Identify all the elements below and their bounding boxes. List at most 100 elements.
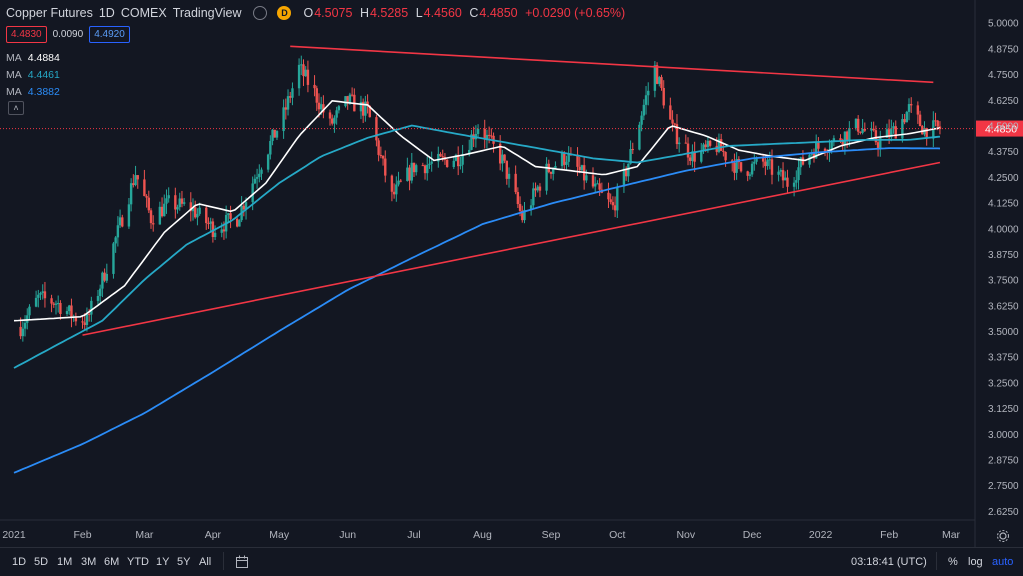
- candle: [885, 123, 889, 138]
- auto-scale-toggle[interactable]: auto: [992, 556, 1014, 568]
- candle: [611, 196, 615, 210]
- candle: [191, 198, 195, 221]
- candle: [662, 80, 665, 109]
- candle: [768, 151, 771, 170]
- last-price-indicator: 4.4850: [0, 120, 1023, 137]
- candle: [258, 164, 261, 183]
- candle: [901, 114, 904, 143]
- candle: [861, 118, 864, 135]
- candle: [101, 271, 104, 298]
- ma-legend-2[interactable]: MA 4.4461: [6, 69, 60, 81]
- timeframe-1d[interactable]: 1D: [12, 556, 27, 568]
- candle: [735, 152, 738, 180]
- chevron-up-icon[interactable]: ˄: [8, 101, 24, 115]
- timeframe-1m[interactable]: 1M: [57, 556, 73, 568]
- candle: [863, 122, 867, 132]
- candle: [916, 101, 920, 124]
- ma-legend-1[interactable]: MA 4.4884: [6, 52, 60, 64]
- price-tick-label: 4.3750: [988, 147, 1019, 158]
- candle: [399, 179, 402, 183]
- timeframe-all[interactable]: All: [199, 556, 212, 568]
- utc-clock[interactable]: 03:18:41 (UTC): [851, 556, 927, 568]
- timeframe-1y[interactable]: 1Y: [156, 556, 170, 568]
- candle: [660, 74, 663, 91]
- candle: [702, 142, 705, 154]
- gear-icon[interactable]: [996, 529, 1010, 543]
- candle: [397, 171, 400, 187]
- candle: [121, 214, 124, 228]
- candle: [629, 140, 632, 165]
- price-tick-label: 4.0000: [988, 224, 1019, 235]
- candle: [68, 304, 71, 315]
- candle: [565, 155, 568, 171]
- candle: [143, 169, 146, 197]
- candle: [275, 130, 279, 141]
- candle: [165, 189, 168, 214]
- candle: [918, 110, 922, 127]
- candle: [501, 149, 504, 172]
- price-tick-label: 5.0000: [988, 19, 1019, 30]
- candle: [529, 199, 533, 216]
- candle: [655, 62, 659, 85]
- ma-value: 4.4884: [27, 52, 60, 64]
- candle: [291, 82, 294, 106]
- calendar-range-icon[interactable]: [235, 555, 249, 569]
- timeframe-6m[interactable]: 6M: [104, 556, 120, 568]
- candle: [136, 175, 139, 189]
- timeframe-5y[interactable]: 5Y: [177, 556, 191, 568]
- candle: [392, 183, 396, 199]
- candle: [300, 55, 303, 76]
- price-axis[interactable]: 2.6250 2.7500 2.8750 3.0000 3.1250 3.2500 3.37…: [988, 19, 1019, 518]
- candle: [98, 284, 102, 305]
- timeframe-5d[interactable]: 5D: [34, 556, 49, 568]
- candle: [781, 162, 785, 189]
- candle: [145, 194, 148, 208]
- candle: [724, 151, 727, 167]
- candle: [317, 93, 321, 118]
- timeframe-3m[interactable]: 3M: [81, 556, 97, 568]
- candle: [163, 194, 166, 217]
- candle: [507, 167, 511, 188]
- time-axis[interactable]: 2021 Feb Mar Apr May Jun Jul Aug Sep Oct Nov Dec 202…: [2, 529, 960, 541]
- candle: [814, 134, 818, 159]
- candle: [103, 268, 106, 283]
- candle: [532, 182, 535, 209]
- percent-toggle[interactable]: %: [948, 556, 958, 568]
- candle: [315, 85, 318, 111]
- candle: [333, 115, 336, 133]
- candle: [160, 197, 164, 218]
- candle: [328, 109, 332, 126]
- candle: [158, 201, 162, 225]
- timeframe-ytd[interactable]: YTD: [127, 556, 149, 568]
- candle: [260, 167, 263, 181]
- candle: [779, 168, 783, 177]
- candle: [412, 162, 416, 178]
- candle: [23, 315, 27, 337]
- time-tick-label: Feb: [73, 529, 91, 541]
- symbol-name[interactable]: Copper Futures: [6, 6, 93, 20]
- candle: [686, 137, 690, 166]
- candle: [812, 148, 816, 163]
- buy-price-button[interactable]: 4.4920: [89, 26, 130, 43]
- candle: [408, 164, 411, 191]
- candle: [384, 150, 387, 183]
- ma-legend-3[interactable]: MA 4.3882: [6, 86, 60, 98]
- candle: [213, 225, 217, 241]
- time-tick-label: 2021: [2, 529, 26, 541]
- delayed-badge[interactable]: D: [277, 6, 292, 20]
- candle: [638, 121, 641, 151]
- log-toggle[interactable]: log: [968, 556, 983, 568]
- price-tick-label: 3.1250: [988, 404, 1019, 415]
- candle: [313, 75, 316, 97]
- resistance-trendline[interactable]: [290, 45, 934, 84]
- support-trendline[interactable]: [82, 161, 941, 336]
- candle: [127, 197, 131, 229]
- candle: [147, 190, 151, 214]
- sell-price-button[interactable]: 4.4830: [6, 26, 47, 43]
- candle: [85, 307, 89, 332]
- candle: [129, 178, 133, 212]
- candle: [786, 169, 789, 193]
- candle: [54, 300, 58, 315]
- candle: [733, 153, 736, 181]
